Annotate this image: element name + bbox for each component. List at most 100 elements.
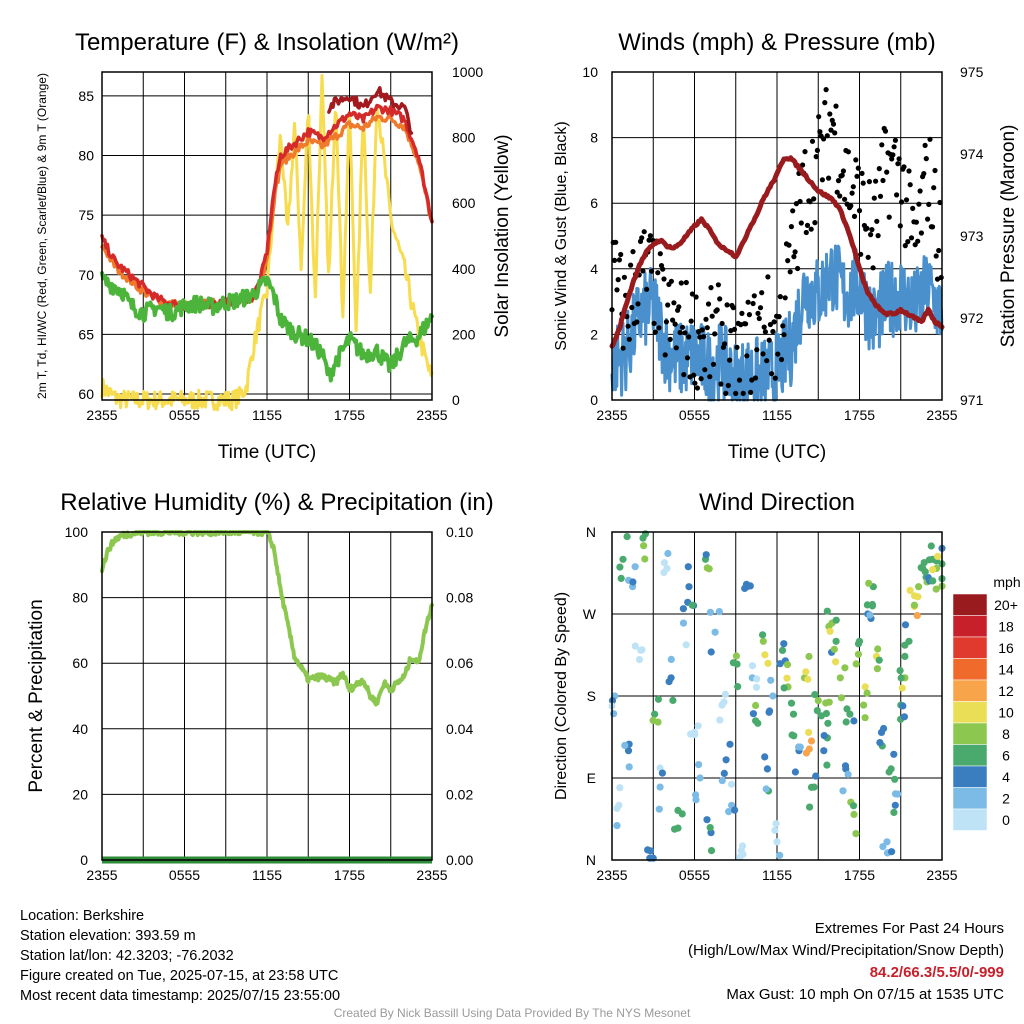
direction-point: [839, 787, 847, 795]
direction-point: [823, 607, 831, 615]
gust-point: [932, 167, 938, 174]
direction-point: [726, 740, 734, 748]
gust-point: [931, 185, 937, 191]
direction-point: [660, 568, 668, 577]
direction-point: [791, 768, 800, 776]
direction-point: [692, 796, 700, 804]
y-tick-label: 4: [590, 261, 598, 277]
gust-point: [765, 274, 771, 280]
gust-point: [884, 169, 890, 175]
direction-point: [678, 810, 686, 818]
gust-point: [896, 156, 902, 162]
direction-point: [734, 683, 742, 691]
gust-point: [842, 196, 848, 202]
gust-point: [668, 278, 675, 284]
gust-point: [787, 269, 793, 275]
gust-point: [709, 313, 715, 319]
gust-point: [748, 389, 754, 395]
x-tick-label: 2355: [416, 867, 447, 883]
gust-point: [689, 291, 696, 297]
gust-point: [707, 374, 713, 380]
x-tick-label: 2355: [926, 407, 957, 423]
y-tick-label: 80: [72, 590, 88, 606]
colorbar-label: 8: [1002, 726, 1010, 742]
gust-point: [816, 114, 822, 120]
gust-point: [795, 265, 801, 272]
y-tick-label: 20: [72, 786, 88, 802]
gust-point: [705, 301, 712, 307]
direction-point: [654, 695, 663, 703]
gust-point: [615, 277, 621, 283]
direction-point: [655, 805, 663, 813]
direction-point: [742, 580, 751, 588]
direction-point: [621, 741, 629, 750]
direction-point: [694, 722, 702, 730]
direction-point: [806, 803, 814, 811]
direction-point: [914, 593, 922, 601]
direction-point: [665, 678, 673, 686]
x-tick-label: 2355: [86, 867, 117, 883]
gust-point: [860, 180, 866, 186]
x-tick-label: 2355: [596, 867, 627, 883]
gust-point: [833, 103, 839, 109]
direction-point: [759, 637, 767, 645]
direction-point: [787, 699, 796, 707]
direction-point: [761, 651, 769, 659]
gust-point: [871, 195, 877, 201]
gust-point: [800, 162, 806, 168]
y-tick-label-right: 0.02: [446, 786, 473, 802]
direction-point: [635, 656, 644, 664]
gust-point: [759, 290, 765, 296]
gust-point: [639, 235, 645, 241]
x-tick-label: 0555: [169, 407, 200, 423]
direction-point: [610, 710, 618, 718]
direction-point: [812, 772, 820, 780]
gust-point: [889, 156, 895, 162]
gust-point: [714, 307, 720, 313]
y-tick-label: 0: [590, 392, 598, 408]
direction-point: [875, 656, 883, 664]
gust-point: [828, 127, 834, 133]
colorbar-label: 2: [1002, 791, 1010, 807]
gust-point: [880, 177, 886, 184]
gust-point: [922, 142, 928, 148]
gust-point: [865, 254, 871, 260]
gust-point: [782, 295, 788, 301]
colorbar-swatch: [952, 701, 988, 724]
direction-point: [830, 645, 838, 653]
gust-point: [717, 296, 723, 302]
gust-point: [698, 376, 704, 382]
y-tick-label: 6: [590, 195, 598, 211]
y-tick-label-right: 973: [960, 228, 984, 244]
gust-point: [762, 329, 769, 335]
gust-point: [866, 179, 873, 185]
gust-point: [873, 178, 879, 184]
gust-point: [917, 188, 923, 194]
colorbar-swatch: [952, 722, 988, 745]
direction-point: [629, 578, 637, 586]
gust-point: [827, 111, 833, 117]
gust-point: [886, 214, 892, 220]
gust-point: [746, 312, 753, 318]
gust-point: [688, 318, 694, 324]
direction-point: [644, 846, 652, 854]
gust-point: [832, 130, 838, 136]
direction-point: [780, 640, 788, 648]
direction-point: [616, 563, 624, 571]
gust-point: [894, 192, 900, 198]
direction-point: [850, 717, 858, 725]
colorbar-swatch: [952, 808, 988, 831]
direction-point: [861, 683, 869, 691]
gust-point: [775, 351, 781, 357]
direction-point: [631, 642, 639, 650]
x-tick-label: 2355: [596, 407, 627, 423]
direction-point: [866, 611, 874, 619]
gust-point: [869, 227, 875, 233]
gust-point: [704, 325, 710, 331]
direction-point: [617, 574, 625, 583]
gust-point: [918, 230, 925, 236]
direction-point: [718, 777, 726, 785]
direction-point: [696, 774, 704, 782]
direction-point: [649, 716, 657, 725]
gust-point: [830, 121, 837, 127]
